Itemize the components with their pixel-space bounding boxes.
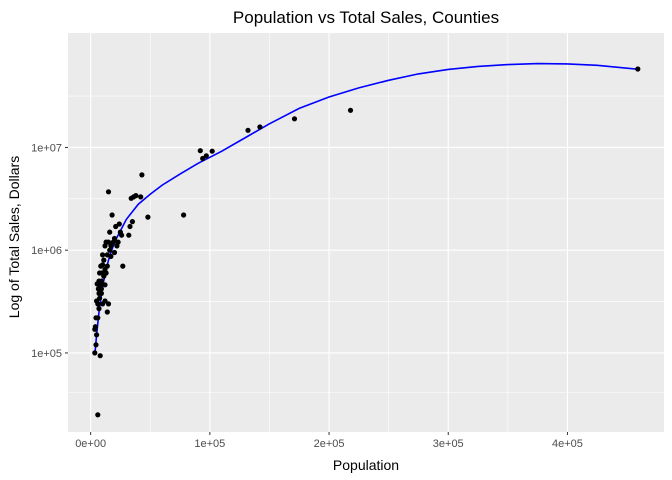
data-point <box>100 252 106 258</box>
data-point <box>128 195 134 201</box>
data-point <box>105 301 112 307</box>
data-point <box>105 189 112 195</box>
x-axis-ticks: 0e+00 1e+05 2e+05 3e+05 4e+05 <box>75 432 583 450</box>
data-point <box>94 298 100 304</box>
data-point <box>114 243 120 249</box>
data-point <box>245 127 251 133</box>
data-point <box>96 290 102 296</box>
data-point <box>93 315 99 321</box>
data-point <box>108 243 114 249</box>
data-point <box>94 332 100 338</box>
data-point <box>94 281 100 287</box>
data-point <box>111 249 118 256</box>
data-points <box>92 66 641 418</box>
data-point <box>98 286 104 292</box>
data-point <box>108 253 114 259</box>
y-axis-label: Log of Total Sales, Dollars <box>6 156 22 318</box>
chart-title: Population vs Total Sales, Counties <box>233 8 499 27</box>
x-tick-label: 3e+05 <box>433 438 464 450</box>
data-point <box>117 229 123 235</box>
x-axis-label: Population <box>333 457 399 473</box>
data-point <box>109 212 115 218</box>
data-point <box>145 214 151 220</box>
data-point <box>209 148 215 154</box>
data-point <box>97 353 103 359</box>
data-point <box>100 301 106 307</box>
data-point <box>102 266 108 272</box>
data-point <box>120 263 126 269</box>
data-point <box>95 412 101 418</box>
x-tick-label: 2e+05 <box>314 438 345 450</box>
minor-gridlines <box>68 33 664 432</box>
data-point <box>257 124 263 130</box>
data-point <box>126 232 132 238</box>
data-point <box>635 66 641 72</box>
data-point <box>200 155 206 162</box>
y-tick-label: 1e+06 <box>31 245 62 257</box>
data-point <box>138 194 144 200</box>
data-point <box>129 219 135 225</box>
data-point <box>127 223 133 230</box>
data-point <box>291 116 298 122</box>
x-tick-label: 1e+05 <box>194 438 225 450</box>
y-tick-label: 1e+05 <box>31 348 62 360</box>
data-point <box>92 350 98 356</box>
data-point <box>96 306 102 312</box>
data-point <box>139 172 145 178</box>
data-point <box>92 326 98 332</box>
data-point <box>97 270 103 276</box>
data-point <box>107 229 113 235</box>
data-point <box>113 223 119 230</box>
data-point <box>181 212 187 218</box>
data-point <box>197 148 203 154</box>
plot-panel <box>68 33 664 432</box>
data-point <box>102 282 108 288</box>
data-point <box>107 247 113 253</box>
data-point <box>101 257 107 263</box>
y-axis-ticks: 1e+05 1e+06 1e+07 <box>31 142 68 360</box>
major-gridlines <box>68 33 664 432</box>
data-point <box>102 243 108 249</box>
x-tick-label: 4e+05 <box>552 438 583 450</box>
data-point <box>98 263 104 269</box>
y-tick-label: 1e+07 <box>31 142 62 154</box>
data-point <box>104 309 110 315</box>
data-point <box>203 153 209 159</box>
data-point <box>110 239 116 245</box>
x-tick-label: 0e+00 <box>75 438 106 450</box>
data-point <box>93 342 99 348</box>
data-point <box>347 107 354 113</box>
